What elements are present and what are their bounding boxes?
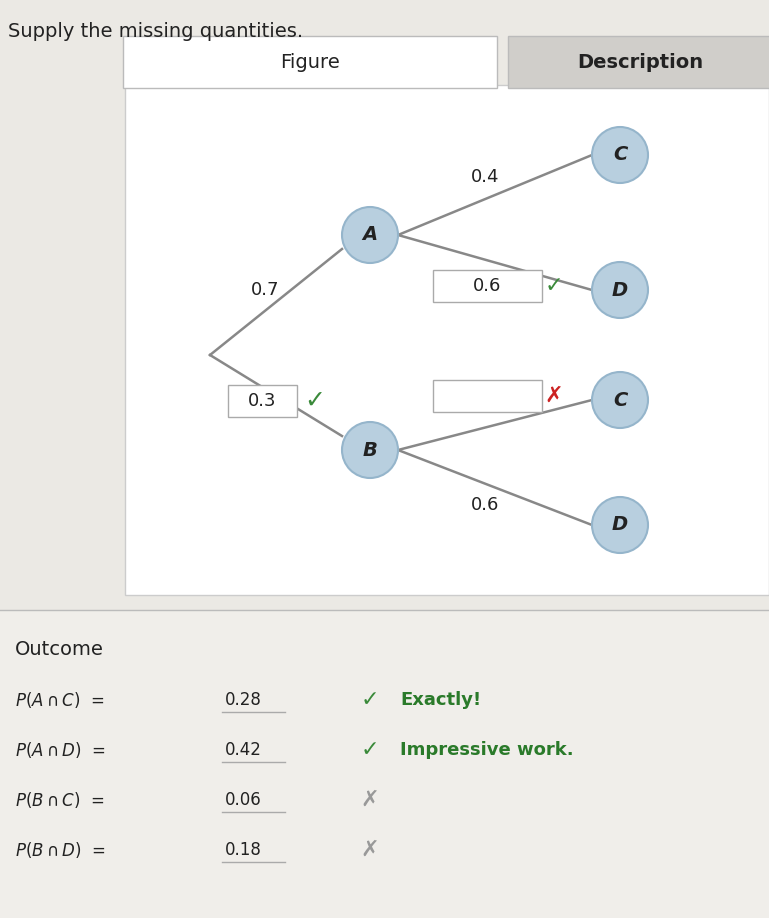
Text: Description: Description xyxy=(577,52,703,72)
Text: ✓: ✓ xyxy=(305,389,325,413)
Text: $P(B \cap C)$  =: $P(B \cap C)$ = xyxy=(15,790,105,810)
Text: Supply the missing quantities.: Supply the missing quantities. xyxy=(8,22,303,41)
Text: 0.28: 0.28 xyxy=(225,691,262,709)
Circle shape xyxy=(592,127,648,183)
Text: D: D xyxy=(612,516,628,534)
Text: ✗: ✗ xyxy=(544,386,564,406)
Text: C: C xyxy=(613,390,628,409)
Text: $P(A \cap C)$  =: $P(A \cap C)$ = xyxy=(15,690,105,710)
Text: 0.18: 0.18 xyxy=(225,841,262,859)
FancyBboxPatch shape xyxy=(123,36,497,88)
FancyBboxPatch shape xyxy=(228,385,297,417)
Text: 0.4: 0.4 xyxy=(471,168,499,186)
Text: D: D xyxy=(612,281,628,299)
Circle shape xyxy=(342,422,398,478)
Text: Impressive work.: Impressive work. xyxy=(400,741,574,759)
Text: $P(A \cap D)$  =: $P(A \cap D)$ = xyxy=(15,740,105,760)
Circle shape xyxy=(592,497,648,553)
FancyBboxPatch shape xyxy=(125,85,769,595)
Text: ✗: ✗ xyxy=(361,790,379,810)
Text: 0.42: 0.42 xyxy=(225,741,262,759)
Text: 0.3: 0.3 xyxy=(248,392,277,410)
Text: ✓: ✓ xyxy=(544,276,564,296)
Text: Outcome: Outcome xyxy=(15,640,104,659)
FancyBboxPatch shape xyxy=(0,610,769,918)
Text: $P(B \cap D)$  =: $P(B \cap D)$ = xyxy=(15,840,105,860)
Text: ✓: ✓ xyxy=(361,690,379,710)
Text: ✗: ✗ xyxy=(361,840,379,860)
Text: Exactly!: Exactly! xyxy=(400,691,481,709)
Text: A: A xyxy=(362,226,378,244)
Text: Figure: Figure xyxy=(280,52,340,72)
FancyBboxPatch shape xyxy=(508,36,769,88)
Text: B: B xyxy=(362,441,378,460)
Text: ✓: ✓ xyxy=(361,740,379,760)
Text: 0.6: 0.6 xyxy=(473,277,501,295)
Text: C: C xyxy=(613,145,628,164)
FancyBboxPatch shape xyxy=(433,270,542,302)
Text: 0.06: 0.06 xyxy=(225,791,261,809)
Text: 0.6: 0.6 xyxy=(471,496,499,514)
Circle shape xyxy=(592,262,648,318)
Circle shape xyxy=(592,372,648,428)
Circle shape xyxy=(342,207,398,263)
Text: 0.7: 0.7 xyxy=(251,281,279,299)
FancyBboxPatch shape xyxy=(433,380,542,412)
